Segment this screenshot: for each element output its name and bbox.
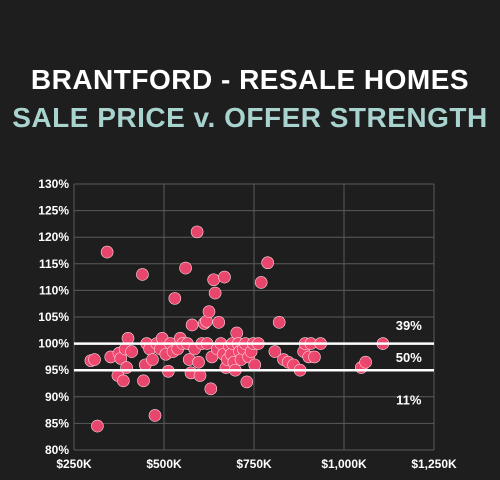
data-point <box>125 345 138 358</box>
share-annotation: 11% <box>396 392 422 407</box>
x-tick-label: $500K <box>146 457 182 471</box>
y-tick-label: 85% <box>45 416 69 430</box>
data-point <box>117 374 130 388</box>
data-point <box>120 361 133 374</box>
data-point <box>240 375 254 389</box>
data-point <box>207 273 220 287</box>
data-point <box>208 286 222 300</box>
y-tick-label: 110% <box>39 283 69 297</box>
data-point <box>91 419 104 433</box>
data-point <box>254 276 268 289</box>
data-points <box>84 225 390 433</box>
data-point <box>202 305 216 318</box>
data-point <box>192 355 205 369</box>
chart-title: BRANTFORD - RESALE HOMES <box>30 64 470 95</box>
y-tick-label: 105% <box>38 310 69 324</box>
y-tick-label: 95% <box>45 363 69 377</box>
y-tick-label: 125% <box>38 204 69 218</box>
share-annotation: 39% <box>396 318 422 333</box>
data-point <box>168 292 182 305</box>
x-axis-ticks: $250K $500K $750K $1,000K $1,250K <box>56 457 457 471</box>
data-point <box>179 261 192 275</box>
x-tick-label: $1,250K <box>411 457 457 471</box>
y-tick-label: 115% <box>39 257 69 271</box>
x-tick-label: $250K <box>56 457 92 471</box>
x-tick-label: $750K <box>236 457 272 471</box>
share-annotation: 50% <box>396 350 422 365</box>
data-point <box>136 268 149 281</box>
x-tick-label: $1,000K <box>321 457 367 471</box>
data-point <box>204 382 218 396</box>
data-point <box>308 350 321 364</box>
data-point <box>212 316 226 329</box>
annotations: 39% 50% 11% <box>396 318 422 407</box>
grid <box>73 183 435 451</box>
data-point <box>230 326 244 340</box>
data-point <box>148 409 162 422</box>
data-point <box>137 374 150 388</box>
y-tick-label: 100% <box>38 337 69 351</box>
y-tick-label: 120% <box>38 230 69 244</box>
data-point <box>218 270 231 284</box>
chart-subtitle: SALE PRICE v. OFFER STRENGTH <box>12 102 488 133</box>
data-point <box>100 245 114 259</box>
data-point <box>359 355 372 369</box>
data-point <box>272 316 286 329</box>
data-point <box>268 345 282 358</box>
y-tick-label: 130% <box>38 177 69 191</box>
y-tick-label: 80% <box>45 443 69 457</box>
data-point <box>261 256 274 270</box>
reference-lines <box>74 342 434 372</box>
y-tick-label: 90% <box>45 390 69 404</box>
y-axis-ticks: 80% 85% 90% 95% 100% 105% 110% 115% 120% 125% 130% <box>38 177 69 457</box>
data-point <box>190 225 204 239</box>
data-point <box>185 318 199 332</box>
data-point <box>88 353 101 366</box>
data-point <box>146 353 159 366</box>
